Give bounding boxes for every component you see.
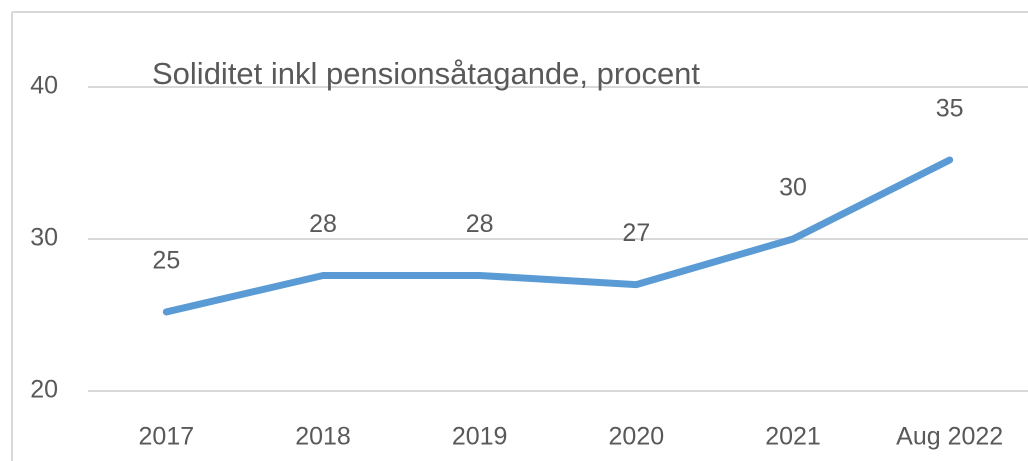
x-tick-label: 2021 (765, 423, 821, 451)
data-label: 28 (309, 210, 337, 238)
x-tick-label: 2020 (609, 423, 665, 451)
data-label: 27 (622, 219, 650, 247)
y-tick-label: 20 (30, 376, 58, 404)
y-tick-label: 40 (30, 72, 58, 100)
data-label: 35 (936, 95, 964, 123)
line-series (162, 156, 954, 316)
x-tick-label: Aug 2022 (896, 423, 1003, 451)
chart-title: Soliditet inkl pensionsåtagande, procent (152, 56, 700, 91)
data-label: 25 (152, 247, 180, 275)
data-label: 30 (779, 174, 807, 202)
data-label: 28 (466, 210, 494, 238)
x-tick-label: 2018 (295, 423, 351, 451)
x-tick-label: 2017 (139, 423, 195, 451)
y-tick-label: 30 (30, 224, 58, 252)
x-tick-label: 2019 (452, 423, 508, 451)
